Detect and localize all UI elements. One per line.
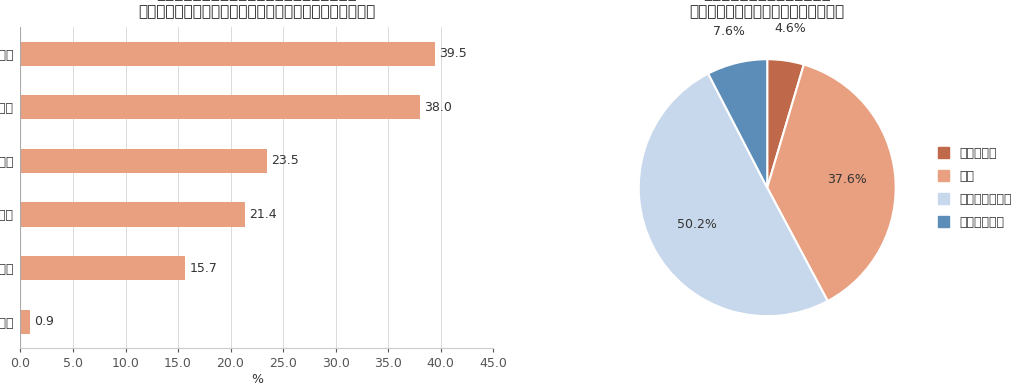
Wedge shape (767, 59, 804, 188)
Text: 7.6%: 7.6% (714, 25, 745, 38)
Wedge shape (767, 65, 896, 301)
Text: 50.2%: 50.2% (677, 218, 717, 231)
Text: 21.4: 21.4 (250, 208, 278, 221)
Title: 受験を控えた子どもに対して、
自身のサポートは十分だと思いますか: 受験を控えた子どもに対して、 自身のサポートは十分だと思いますか (689, 0, 845, 19)
Wedge shape (639, 74, 827, 316)
X-axis label: %: % (251, 373, 263, 386)
Text: 23.5: 23.5 (271, 154, 299, 168)
Text: 37.6%: 37.6% (826, 173, 866, 186)
Title: 受験期の子どもの「やる気・パフォーマンス」を
維持・向上させるために何もしていない理由（複数回答）: 受験期の子どもの「やる気・パフォーマンス」を 維持・向上させるために何もしていな… (138, 0, 376, 19)
Bar (20, 202, 245, 226)
Bar (20, 95, 420, 119)
Text: 39.5: 39.5 (439, 47, 467, 60)
Wedge shape (709, 59, 767, 188)
Bar (20, 149, 267, 173)
Bar (20, 42, 435, 66)
Legend: 非常に思う, 思う, あまり思わない, 全く思わない: 非常に思う, 思う, あまり思わない, 全く思わない (934, 143, 1016, 233)
Text: 4.6%: 4.6% (774, 22, 806, 35)
Text: 38.0: 38.0 (424, 101, 452, 114)
Text: 15.7: 15.7 (189, 262, 217, 274)
Bar (20, 256, 185, 280)
Bar (20, 310, 30, 334)
Text: 0.9: 0.9 (34, 315, 54, 328)
